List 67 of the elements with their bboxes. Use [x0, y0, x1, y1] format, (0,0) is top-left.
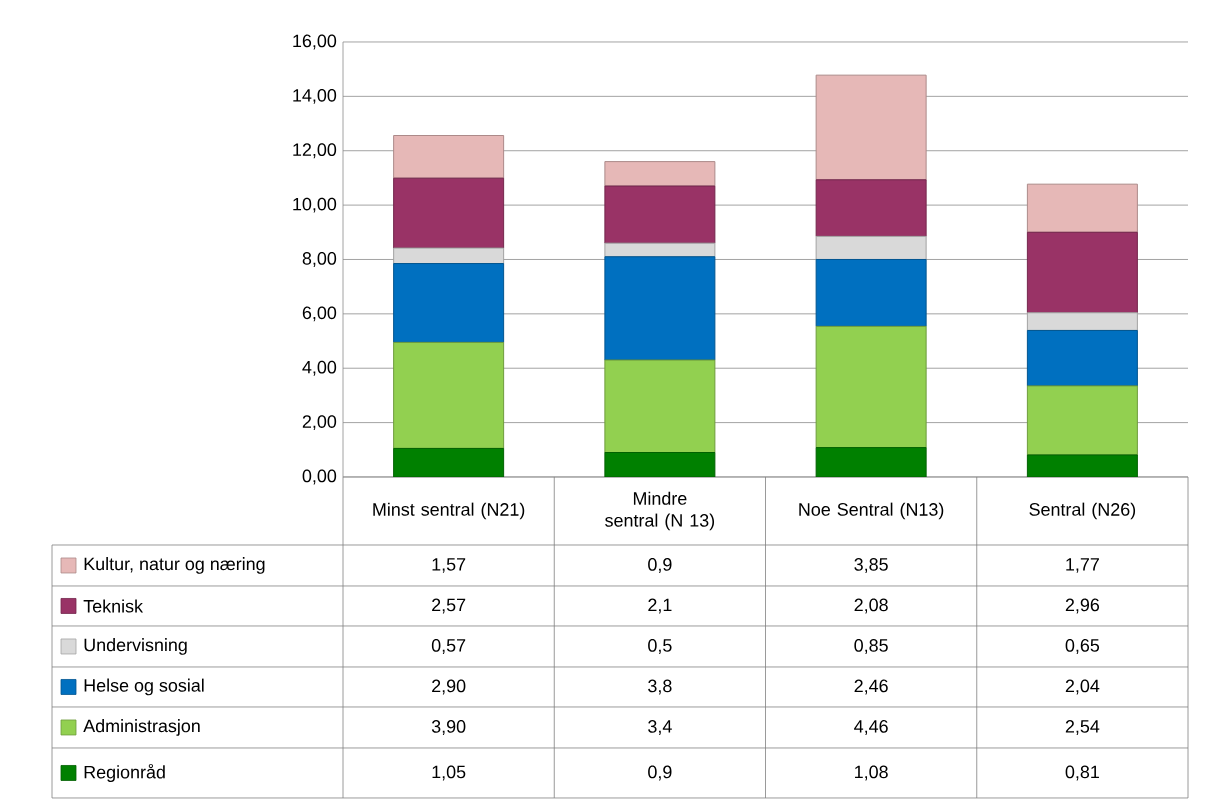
bar: [1026, 454, 1138, 477]
legend-label: Teknisk: [83, 599, 144, 613]
x-tick-label: Noe Sentral (N13): [799, 502, 944, 520]
x-tick-label: Mindre sentral (N 13): [605, 491, 715, 531]
data-label: 3,8: [648, 679, 672, 695]
y-tick-label: 10,00: [293, 197, 337, 213]
legend-label: Regionråd: [84, 763, 165, 783]
legend-label: Undervisning: [84, 638, 187, 655]
bar: [393, 447, 505, 477]
bar: [1026, 312, 1138, 331]
bar: [393, 247, 505, 265]
bar: [815, 235, 927, 260]
y-tick-label: 0,00: [302, 469, 337, 485]
data-label: 0,57: [431, 639, 466, 654]
bar: [393, 135, 505, 179]
bar: [815, 325, 927, 449]
bar: [393, 263, 505, 343]
data-label: 0,85: [854, 639, 888, 654]
data-label: 2,57: [432, 598, 466, 614]
y-tick-label: 4,00: [302, 360, 337, 376]
legend-label: Administrasjon: [83, 719, 200, 736]
y-tick-label: 6,00: [302, 306, 337, 322]
data-label: 2,96: [1065, 598, 1100, 614]
bar: [393, 341, 505, 449]
data-label: 2,90: [432, 679, 466, 695]
bar: [604, 161, 716, 187]
data-label: 0,9: [648, 558, 672, 573]
data-label: 1,05: [432, 765, 466, 781]
data-label: 2,1: [648, 598, 672, 614]
bar: [815, 447, 927, 477]
bar: [1026, 385, 1138, 456]
y-tick-label: 12,00: [293, 143, 337, 159]
data-label: 1,08: [855, 765, 888, 781]
bar: [604, 185, 716, 244]
data-label: 2,08: [854, 598, 888, 614]
bar: [815, 258, 927, 327]
data-label: 2,46: [854, 679, 888, 695]
data-label: 1,57: [432, 558, 466, 573]
data-label: 2,04: [1065, 679, 1100, 695]
bar: [604, 256, 716, 361]
y-tick-label: 16,00: [293, 34, 337, 50]
data-label: 0,5: [648, 639, 672, 654]
bar: [604, 242, 716, 258]
bar: [815, 179, 927, 237]
bar: [604, 359, 716, 454]
data-label: 0,81: [1065, 765, 1099, 781]
y-tick-label: 14,00: [293, 88, 337, 104]
bar: [1026, 231, 1138, 314]
data-label: 0,65: [1065, 639, 1100, 654]
bar: [393, 177, 505, 249]
data-label: 4,46: [854, 720, 888, 735]
legend-label: Helse og sosial: [84, 678, 204, 696]
bar: [604, 452, 716, 477]
y-tick-label: 2,00: [302, 415, 337, 431]
data-label: 0,9: [648, 765, 672, 781]
data-label: 1,77: [1066, 558, 1099, 573]
data-label: 3,4: [648, 720, 672, 735]
bar: [1026, 329, 1138, 387]
legend-label: Kultur, natur og næring: [84, 557, 265, 574]
data-label: 2,54: [1065, 720, 1100, 735]
bar: [1026, 183, 1138, 233]
x-tick-label: Minst sentral (N21): [373, 502, 525, 520]
x-tick-label: Sentral (N26): [1029, 502, 1136, 520]
data-label: 3,85: [854, 558, 888, 573]
data-label: 3,90: [431, 720, 466, 735]
y-tick-label: 8,00: [302, 252, 337, 267]
bar: [815, 74, 927, 181]
